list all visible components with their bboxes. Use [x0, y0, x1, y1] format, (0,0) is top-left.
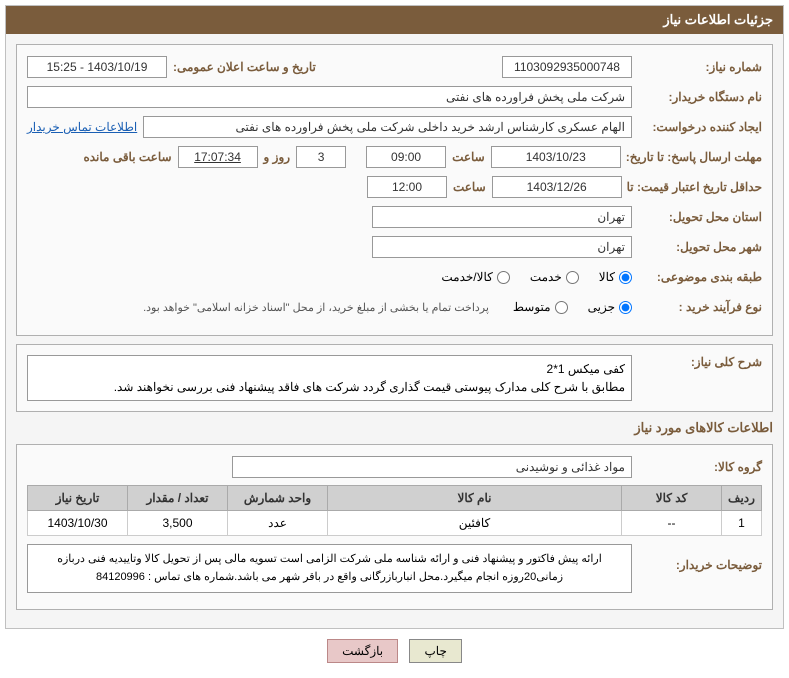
back-button[interactable]: بازگشت — [327, 639, 398, 663]
at-label-1: ساعت — [446, 150, 491, 164]
row-city: شهر محل تحویل: تهران — [27, 235, 762, 259]
row-category: طبقه بندی موضوعی: کالا خدمت کالا/خدمت — [27, 265, 762, 289]
cell-qty: 3,500 — [128, 511, 228, 536]
col-qty: تعداد / مقدار — [128, 486, 228, 511]
deadline-time-value: 09:00 — [366, 146, 446, 168]
process-partial-label: جزیی — [588, 300, 615, 314]
deadline-date-value: 1403/10/23 — [491, 146, 621, 168]
category-goods-label: کالا — [599, 270, 615, 284]
time-remaining-value: 17:07:34 — [178, 146, 258, 168]
buyer-notes-value: ارائه پیش فاکتور و پیشنهاد فنی و ارائه ش… — [27, 544, 632, 593]
validity-label: حداقل تاریخ اعتبار قیمت: تا — [622, 180, 762, 194]
process-radios: جزیی متوسط — [497, 300, 632, 314]
row-buyer-notes: توضیحات خریدار: ارائه پیش فاکتور و پیشنه… — [27, 544, 762, 593]
creator-value: الهام عسکری کارشناس ارشد خرید داخلی شرکت… — [143, 116, 632, 138]
days-remaining-value: 3 — [296, 146, 346, 168]
payment-note: پرداخت تمام یا بخشی از مبلغ خرید، از محل… — [143, 301, 489, 314]
process-medium-option[interactable]: متوسط — [513, 300, 568, 314]
city-value: تهران — [372, 236, 632, 258]
at-label-2: ساعت — [447, 180, 492, 194]
announce-date-value: 1403/10/19 - 15:25 — [27, 56, 167, 78]
category-goods-option[interactable]: کالا — [599, 270, 632, 284]
deadline-label: مهلت ارسال پاسخ: تا تاریخ: — [621, 150, 762, 164]
row-province: استان محل تحویل: تهران — [27, 205, 762, 229]
button-row: چاپ بازگشت — [5, 639, 784, 663]
table-header-row: ردیف کد کالا نام کالا واحد شمارش تعداد /… — [28, 486, 762, 511]
province-label: استان محل تحویل: — [632, 210, 762, 224]
contact-link[interactable]: اطلاعات تماس خریدار — [27, 120, 137, 134]
cell-code: -- — [622, 511, 722, 536]
need-number-value: 1103092935000748 — [502, 56, 632, 78]
goods-group-value: مواد غذائی و نوشیدنی — [232, 456, 632, 478]
panel-title: جزئیات اطلاعات نیاز — [6, 6, 783, 34]
row-process: نوع فرآیند خرید : جزیی متوسط پرداخت تمام… — [27, 295, 762, 319]
process-medium-radio[interactable] — [555, 301, 568, 314]
process-partial-radio[interactable] — [619, 301, 632, 314]
province-value: تهران — [372, 206, 632, 228]
cell-row-num: 1 — [722, 511, 762, 536]
category-both-radio[interactable] — [497, 271, 510, 284]
cell-unit: عدد — [228, 511, 328, 536]
announce-date-label: تاریخ و ساعت اعلان عمومی: — [167, 60, 322, 74]
col-unit: واحد شمارش — [228, 486, 328, 511]
category-services-radio[interactable] — [566, 271, 579, 284]
category-services-label: خدمت — [530, 270, 562, 284]
panel-body: شماره نیاز: 1103092935000748 تاریخ و ساع… — [6, 34, 783, 628]
category-both-option[interactable]: کالا/خدمت — [441, 270, 509, 284]
process-partial-option[interactable]: جزیی — [588, 300, 632, 314]
cell-name: کافئین — [328, 511, 622, 536]
creator-label: ایجاد کننده درخواست: — [632, 120, 762, 134]
need-number-label: شماره نیاز: — [632, 60, 762, 74]
buyer-org-value: شرکت ملی پخش فراورده های نفتی — [27, 86, 632, 108]
row-creator: ایجاد کننده درخواست: الهام عسکری کارشناس… — [27, 115, 762, 139]
row-buyer-org: نام دستگاه خریدار: شرکت ملی پخش فراورده … — [27, 85, 762, 109]
category-both-label: کالا/خدمت — [441, 270, 492, 284]
process-medium-label: متوسط — [513, 300, 551, 314]
info-box: شماره نیاز: 1103092935000748 تاریخ و ساع… — [16, 44, 773, 336]
category-services-option[interactable]: خدمت — [530, 270, 579, 284]
print-button[interactable]: چاپ — [409, 639, 461, 663]
description-box: شرح کلی نیاز: کفی میکس 1*2مطابق با شرح ک… — [16, 344, 773, 412]
goods-group-label: گروه کالا: — [632, 460, 762, 474]
row-deadline: مهلت ارسال پاسخ: تا تاریخ: 1403/10/23 سا… — [27, 145, 762, 169]
remaining-suffix: ساعت باقی مانده — [77, 150, 177, 164]
goods-table: ردیف کد کالا نام کالا واحد شمارش تعداد /… — [27, 485, 762, 536]
general-desc-value: کفی میکس 1*2مطابق با شرح کلی مدارک پیوست… — [27, 355, 632, 401]
process-label: نوع فرآیند خرید : — [632, 300, 762, 314]
col-date: تاریخ نیاز — [28, 486, 128, 511]
cell-date: 1403/10/30 — [28, 511, 128, 536]
table-row: 1 -- کافئین عدد 3,500 1403/10/30 — [28, 511, 762, 536]
city-label: شهر محل تحویل: — [632, 240, 762, 254]
validity-date-value: 1403/12/26 — [492, 176, 622, 198]
category-radios: کالا خدمت کالا/خدمت — [425, 270, 632, 284]
row-general-desc: شرح کلی نیاز: کفی میکس 1*2مطابق با شرح ک… — [27, 355, 762, 401]
row-goods-group: گروه کالا: مواد غذائی و نوشیدنی — [27, 455, 762, 479]
col-code: کد کالا — [622, 486, 722, 511]
validity-time-value: 12:00 — [367, 176, 447, 198]
row-need-number: شماره نیاز: 1103092935000748 تاریخ و ساع… — [27, 55, 762, 79]
buyer-notes-label: توضیحات خریدار: — [632, 544, 762, 572]
col-row-num: ردیف — [722, 486, 762, 511]
main-container: جزئیات اطلاعات نیاز شماره نیاز: 11030929… — [0, 0, 789, 678]
days-and-label: روز و — [258, 150, 297, 164]
buyer-org-label: نام دستگاه خریدار: — [632, 90, 762, 104]
goods-box: گروه کالا: مواد غذائی و نوشیدنی ردیف کد … — [16, 444, 773, 610]
details-panel: جزئیات اطلاعات نیاز شماره نیاز: 11030929… — [5, 5, 784, 629]
goods-section-title: اطلاعات کالاهای مورد نیاز — [16, 420, 773, 436]
col-name: نام کالا — [328, 486, 622, 511]
category-goods-radio[interactable] — [619, 271, 632, 284]
category-label: طبقه بندی موضوعی: — [632, 270, 762, 284]
general-desc-label: شرح کلی نیاز: — [632, 355, 762, 369]
row-validity: حداقل تاریخ اعتبار قیمت: تا 1403/12/26 س… — [27, 175, 762, 199]
